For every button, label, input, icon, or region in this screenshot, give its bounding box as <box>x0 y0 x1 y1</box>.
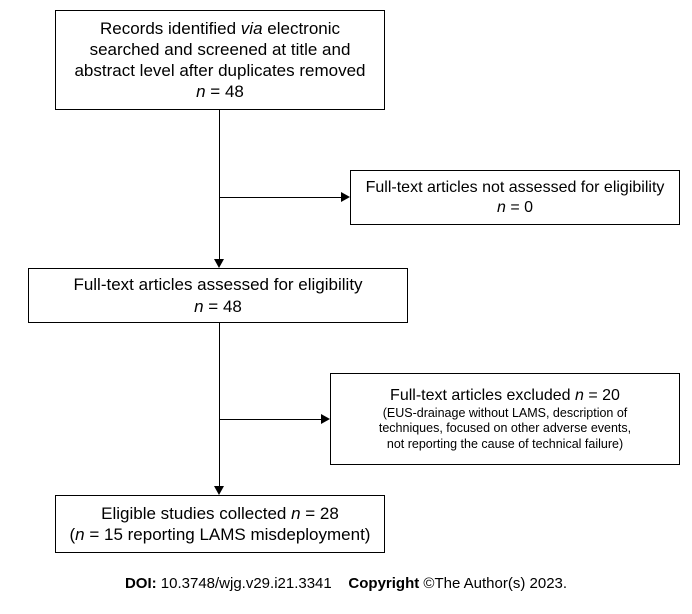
box-identified-n: n = 48 <box>196 81 244 102</box>
copyright-label: Copyright <box>348 575 419 592</box>
box-excluded-sub3: not reporting the cause of technical fai… <box>387 437 623 453</box>
n-label: n <box>75 525 84 544</box>
arrow-to-excluded <box>219 419 321 420</box>
arrow-head <box>321 414 330 424</box>
box-eligible: Eligible studies collected n = 28 (n = 1… <box>55 495 385 553</box>
box-assessed: Full-text articles assessed for eligibil… <box>28 268 408 323</box>
box-not-assessed: Full-text articles not assessed for elig… <box>350 170 680 225</box>
copyright-value: ©The Author(s) 2023. <box>419 575 567 592</box>
text: electronic <box>263 19 340 38</box>
arrow-head <box>341 192 350 202</box>
box-excluded-sub2: techniques, focused on other adverse eve… <box>379 421 631 437</box>
n-value: = 48 <box>206 82 244 101</box>
box-excluded: Full-text articles excluded n = 20 (EUS-… <box>330 373 680 465</box>
box-assessed-line1: Full-text articles assessed for eligibil… <box>73 274 362 295</box>
box-excluded-title: Full-text articles excluded n = 20 <box>390 386 620 406</box>
box-identified-line3: abstract level after duplicates removed <box>74 60 365 81</box>
doi-value: 10.3748/wjg.v29.i21.3341 <box>157 575 332 592</box>
box-eligible-line2: (n = 15 reporting LAMS misdeployment) <box>70 524 371 545</box>
n-label: n <box>497 199 506 216</box>
arrow-head <box>214 259 224 268</box>
doi-label: DOI: <box>125 575 157 592</box>
n-label: n <box>291 504 300 523</box>
n-value: = 20 <box>584 387 620 404</box>
text: Full-text articles excluded <box>390 387 575 404</box>
box-identified: Records identified via electronic search… <box>55 10 385 110</box>
arrow-identified-down <box>219 110 220 260</box>
box-not-assessed-n: n = 0 <box>497 198 533 218</box>
box-excluded-sub1: (EUS-drainage without LAMS, description … <box>383 406 628 422</box>
text: Records identified <box>100 19 241 38</box>
n-value: = 0 <box>506 199 533 216</box>
box-eligible-line1: Eligible studies collected n = 28 <box>101 503 339 524</box>
n-label: n <box>575 387 584 404</box>
n-value: = 28 <box>301 504 339 523</box>
arrow-assessed-down <box>219 323 220 487</box>
box-assessed-n: n = 48 <box>194 296 242 317</box>
box-identified-line2: searched and screened at title and <box>90 39 351 60</box>
n-value: = 15 reporting LAMS misdeployment) <box>85 525 371 544</box>
text: Eligible studies collected <box>101 504 291 523</box>
text-italic: via <box>241 19 263 38</box>
n-label: n <box>194 297 203 316</box>
n-label: n <box>196 82 205 101</box>
footer: DOI: 10.3748/wjg.v29.i21.3341 Copyright … <box>0 575 692 592</box>
flowchart-canvas: Records identified via electronic search… <box>0 0 692 614</box>
box-identified-line1: Records identified via electronic <box>100 18 340 39</box>
box-not-assessed-line1: Full-text articles not assessed for elig… <box>366 178 665 198</box>
arrow-head <box>214 486 224 495</box>
arrow-to-not-assessed <box>219 197 341 198</box>
n-value: = 48 <box>204 297 242 316</box>
